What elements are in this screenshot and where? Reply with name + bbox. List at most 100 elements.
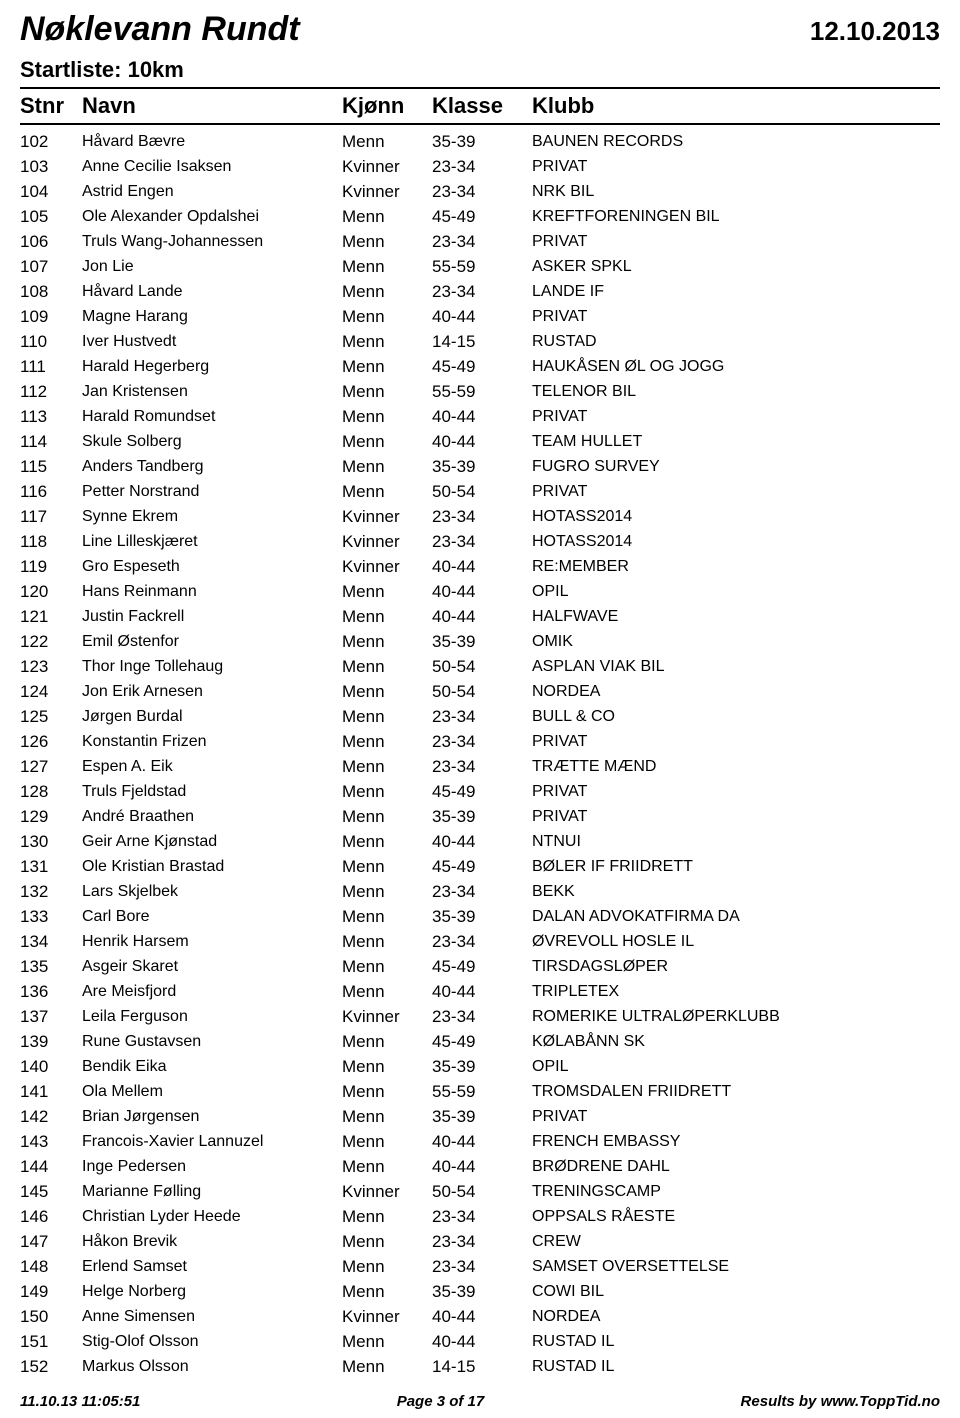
table-row: 135Asgeir SkaretMenn45-49TIRSDAGSLØPER xyxy=(20,954,940,979)
cell-navn: Petter Norstrand xyxy=(82,483,342,501)
cell-navn: Bendik Eika xyxy=(82,1058,342,1076)
cell-klasse: 23-34 xyxy=(432,532,532,552)
col-header-kjonn: Kjønn xyxy=(342,93,432,119)
footer-credits: Results by www.ToppTid.no xyxy=(741,1393,940,1410)
cell-navn: Konstantin Frizen xyxy=(82,733,342,751)
cell-klubb: SAMSET OVERSETTELSE xyxy=(532,1258,940,1276)
cell-kjonn: Menn xyxy=(342,1357,432,1377)
cell-stnr: 117 xyxy=(20,507,82,527)
cell-kjonn: Kvinner xyxy=(342,182,432,202)
cell-navn: Lars Skjelbek xyxy=(82,883,342,901)
cell-klasse: 23-34 xyxy=(432,732,532,752)
cell-kjonn: Menn xyxy=(342,1332,432,1352)
cell-klasse: 45-49 xyxy=(432,782,532,802)
table-row: 132Lars SkjelbekMenn23-34BEKK xyxy=(20,879,940,904)
cell-navn: Harald Hegerberg xyxy=(82,358,342,376)
cell-navn: Synne Ekrem xyxy=(82,508,342,526)
cell-klubb: NTNUI xyxy=(532,833,940,851)
cell-klubb: RE:MEMBER xyxy=(532,558,940,576)
cell-stnr: 128 xyxy=(20,782,82,802)
cell-kjonn: Kvinner xyxy=(342,157,432,177)
cell-kjonn: Menn xyxy=(342,1032,432,1052)
cell-klubb: TIRSDAGSLØPER xyxy=(532,958,940,976)
table-row: 105Ole Alexander OpdalsheiMenn45-49KREFT… xyxy=(20,204,940,229)
cell-stnr: 142 xyxy=(20,1107,82,1127)
footer-page: Page 3 of 17 xyxy=(397,1393,485,1410)
cell-klubb: BØLER IF FRIIDRETT xyxy=(532,858,940,876)
table-row: 148Erlend SamsetMenn23-34SAMSET OVERSETT… xyxy=(20,1254,940,1279)
cell-klasse: 45-49 xyxy=(432,207,532,227)
cell-kjonn: Menn xyxy=(342,682,432,702)
cell-stnr: 131 xyxy=(20,857,82,877)
cell-klubb: RUSTAD IL xyxy=(532,1333,940,1351)
table-header-row: Stnr Navn Kjønn Klasse Klubb xyxy=(20,91,940,121)
cell-stnr: 105 xyxy=(20,207,82,227)
cell-klasse: 23-34 xyxy=(432,1232,532,1252)
cell-navn: Hans Reinmann xyxy=(82,583,342,601)
cell-navn: Markus Olsson xyxy=(82,1358,342,1376)
cell-klasse: 23-34 xyxy=(432,232,532,252)
cell-navn: Emil Østenfor xyxy=(82,633,342,651)
table-row: 149Helge NorbergMenn35-39COWI BIL xyxy=(20,1279,940,1304)
cell-klasse: 45-49 xyxy=(432,357,532,377)
cell-navn: Gro Espeseth xyxy=(82,558,342,576)
cell-klubb: TEAM HULLET xyxy=(532,433,940,451)
table-row: 120Hans ReinmannMenn40-44OPIL xyxy=(20,579,940,604)
cell-klubb: HAUKÅSEN ØL OG JOGG xyxy=(532,358,940,376)
cell-navn: Håvard Lande xyxy=(82,283,342,301)
cell-klasse: 23-34 xyxy=(432,182,532,202)
cell-navn: Jan Kristensen xyxy=(82,383,342,401)
divider-under-header xyxy=(20,123,940,125)
cell-klasse: 35-39 xyxy=(432,1107,532,1127)
table-row: 137Leila FergusonKvinner23-34ROMERIKE UL… xyxy=(20,1004,940,1029)
cell-klubb: RUSTAD IL xyxy=(532,1358,940,1376)
cell-klasse: 40-44 xyxy=(432,1307,532,1327)
cell-kjonn: Menn xyxy=(342,607,432,627)
cell-stnr: 103 xyxy=(20,157,82,177)
cell-kjonn: Menn xyxy=(342,982,432,1002)
cell-klubb: PRIVAT xyxy=(532,233,940,251)
cell-stnr: 111 xyxy=(20,357,82,377)
cell-stnr: 150 xyxy=(20,1307,82,1327)
cell-klasse: 55-59 xyxy=(432,257,532,277)
cell-navn: Brian Jørgensen xyxy=(82,1108,342,1126)
cell-kjonn: Menn xyxy=(342,732,432,752)
cell-stnr: 141 xyxy=(20,1082,82,1102)
cell-klubb: TELENOR BIL xyxy=(532,383,940,401)
cell-klubb: FUGRO SURVEY xyxy=(532,458,940,476)
cell-klasse: 50-54 xyxy=(432,482,532,502)
cell-navn: Inge Pedersen xyxy=(82,1158,342,1176)
cell-navn: Håkon Brevik xyxy=(82,1233,342,1251)
cell-stnr: 137 xyxy=(20,1007,82,1027)
cell-klasse: 45-49 xyxy=(432,857,532,877)
cell-navn: Justin Fackrell xyxy=(82,608,342,626)
cell-kjonn: Menn xyxy=(342,807,432,827)
cell-stnr: 113 xyxy=(20,407,82,427)
cell-navn: Ole Kristian Brastad xyxy=(82,858,342,876)
cell-kjonn: Menn xyxy=(342,782,432,802)
cell-klasse: 23-34 xyxy=(432,707,532,727)
table-row: 146Christian Lyder HeedeMenn23-34OPPSALS… xyxy=(20,1204,940,1229)
table-body: 102Håvard BævreMenn35-39BAUNEN RECORDS10… xyxy=(20,129,940,1379)
table-row: 103Anne Cecilie IsaksenKvinner23-34PRIVA… xyxy=(20,154,940,179)
table-row: 109Magne HarangMenn40-44PRIVAT xyxy=(20,304,940,329)
table-row: 131Ole Kristian BrastadMenn45-49BØLER IF… xyxy=(20,854,940,879)
cell-klasse: 50-54 xyxy=(432,657,532,677)
cell-stnr: 129 xyxy=(20,807,82,827)
cell-navn: Henrik Harsem xyxy=(82,933,342,951)
cell-kjonn: Menn xyxy=(342,857,432,877)
cell-navn: Anders Tandberg xyxy=(82,458,342,476)
table-row: 104Astrid EngenKvinner23-34NRK BIL xyxy=(20,179,940,204)
cell-stnr: 119 xyxy=(20,557,82,577)
cell-stnr: 143 xyxy=(20,1132,82,1152)
cell-stnr: 152 xyxy=(20,1357,82,1377)
cell-stnr: 115 xyxy=(20,457,82,477)
table-row: 147Håkon BrevikMenn23-34CREW xyxy=(20,1229,940,1254)
cell-klasse: 40-44 xyxy=(432,1132,532,1152)
cell-navn: Geir Arne Kjønstad xyxy=(82,833,342,851)
cell-stnr: 127 xyxy=(20,757,82,777)
cell-kjonn: Menn xyxy=(342,482,432,502)
cell-stnr: 120 xyxy=(20,582,82,602)
cell-klasse: 40-44 xyxy=(432,432,532,452)
cell-kjonn: Menn xyxy=(342,1207,432,1227)
